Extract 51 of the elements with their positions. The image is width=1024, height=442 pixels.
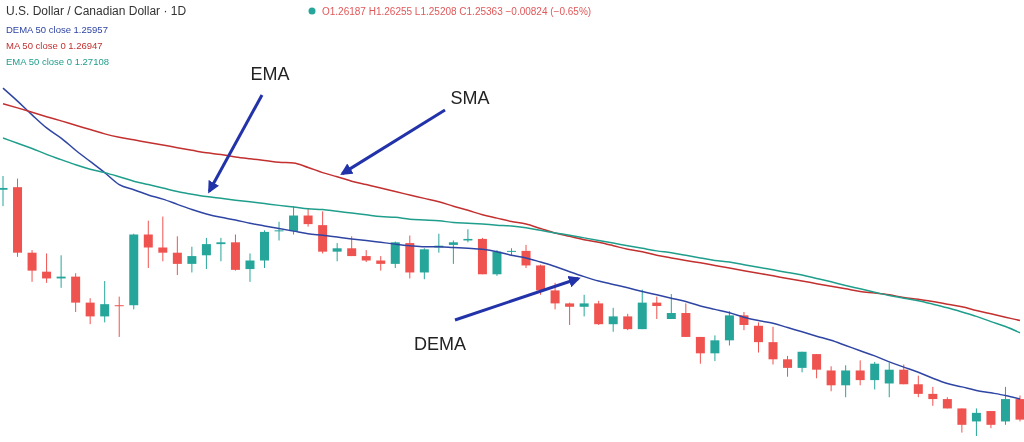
candlestick xyxy=(928,386,938,407)
annotation: DEMA xyxy=(413,334,467,354)
candlestick xyxy=(753,321,763,354)
candlestick xyxy=(884,362,894,398)
candlestick xyxy=(289,205,299,235)
candlestick xyxy=(710,334,720,362)
candlestick xyxy=(216,237,226,262)
candlestick xyxy=(1015,394,1024,422)
candlestick xyxy=(579,294,589,317)
text: SMA xyxy=(450,88,490,108)
candlestick xyxy=(332,242,342,262)
candlestick xyxy=(172,235,182,276)
candlestick xyxy=(783,355,793,378)
chart-title: U.S. Dollar / Canadian Dollar · 1D xyxy=(6,4,187,18)
candlestick xyxy=(812,353,822,379)
candlestick xyxy=(550,282,560,310)
candlestick xyxy=(594,300,604,326)
candlestick xyxy=(85,297,95,325)
candlestick xyxy=(100,280,110,323)
candlestick xyxy=(681,302,691,338)
text: O1.26187 H1.26255 L1.25208 C1.25363 −0.00824 (−0.65%) xyxy=(322,6,592,17)
candlestick xyxy=(303,208,313,228)
text: DEMA 50 close 1.25957 xyxy=(6,24,108,35)
candlestick xyxy=(666,293,676,320)
candlestick xyxy=(27,249,37,283)
candlestick xyxy=(158,216,168,262)
candlestick xyxy=(870,361,880,390)
candlestick xyxy=(913,375,923,398)
candlestick xyxy=(971,407,981,437)
candlestick xyxy=(695,336,705,365)
candlestick xyxy=(492,249,502,277)
candlestick xyxy=(201,237,211,270)
candlestick xyxy=(0,175,8,207)
text: MA 50 close 0 1.26947 xyxy=(6,40,103,51)
candlestick xyxy=(1000,386,1010,426)
candlestick xyxy=(652,296,662,320)
candlestick xyxy=(841,364,851,398)
text: EMA 50 close 0 1.27108 xyxy=(6,56,109,67)
candlestick xyxy=(448,239,458,265)
candlestick xyxy=(143,220,153,269)
candlestick xyxy=(608,307,618,333)
candlestick xyxy=(826,365,836,392)
text: EMA xyxy=(250,64,290,84)
candlestick xyxy=(957,407,967,434)
candlestick xyxy=(114,296,124,338)
candlestick xyxy=(419,247,429,280)
candlestick xyxy=(274,221,284,241)
candlestick xyxy=(245,252,255,283)
candlestick xyxy=(187,246,197,273)
candlestick xyxy=(768,326,778,365)
candlestick xyxy=(855,359,865,386)
